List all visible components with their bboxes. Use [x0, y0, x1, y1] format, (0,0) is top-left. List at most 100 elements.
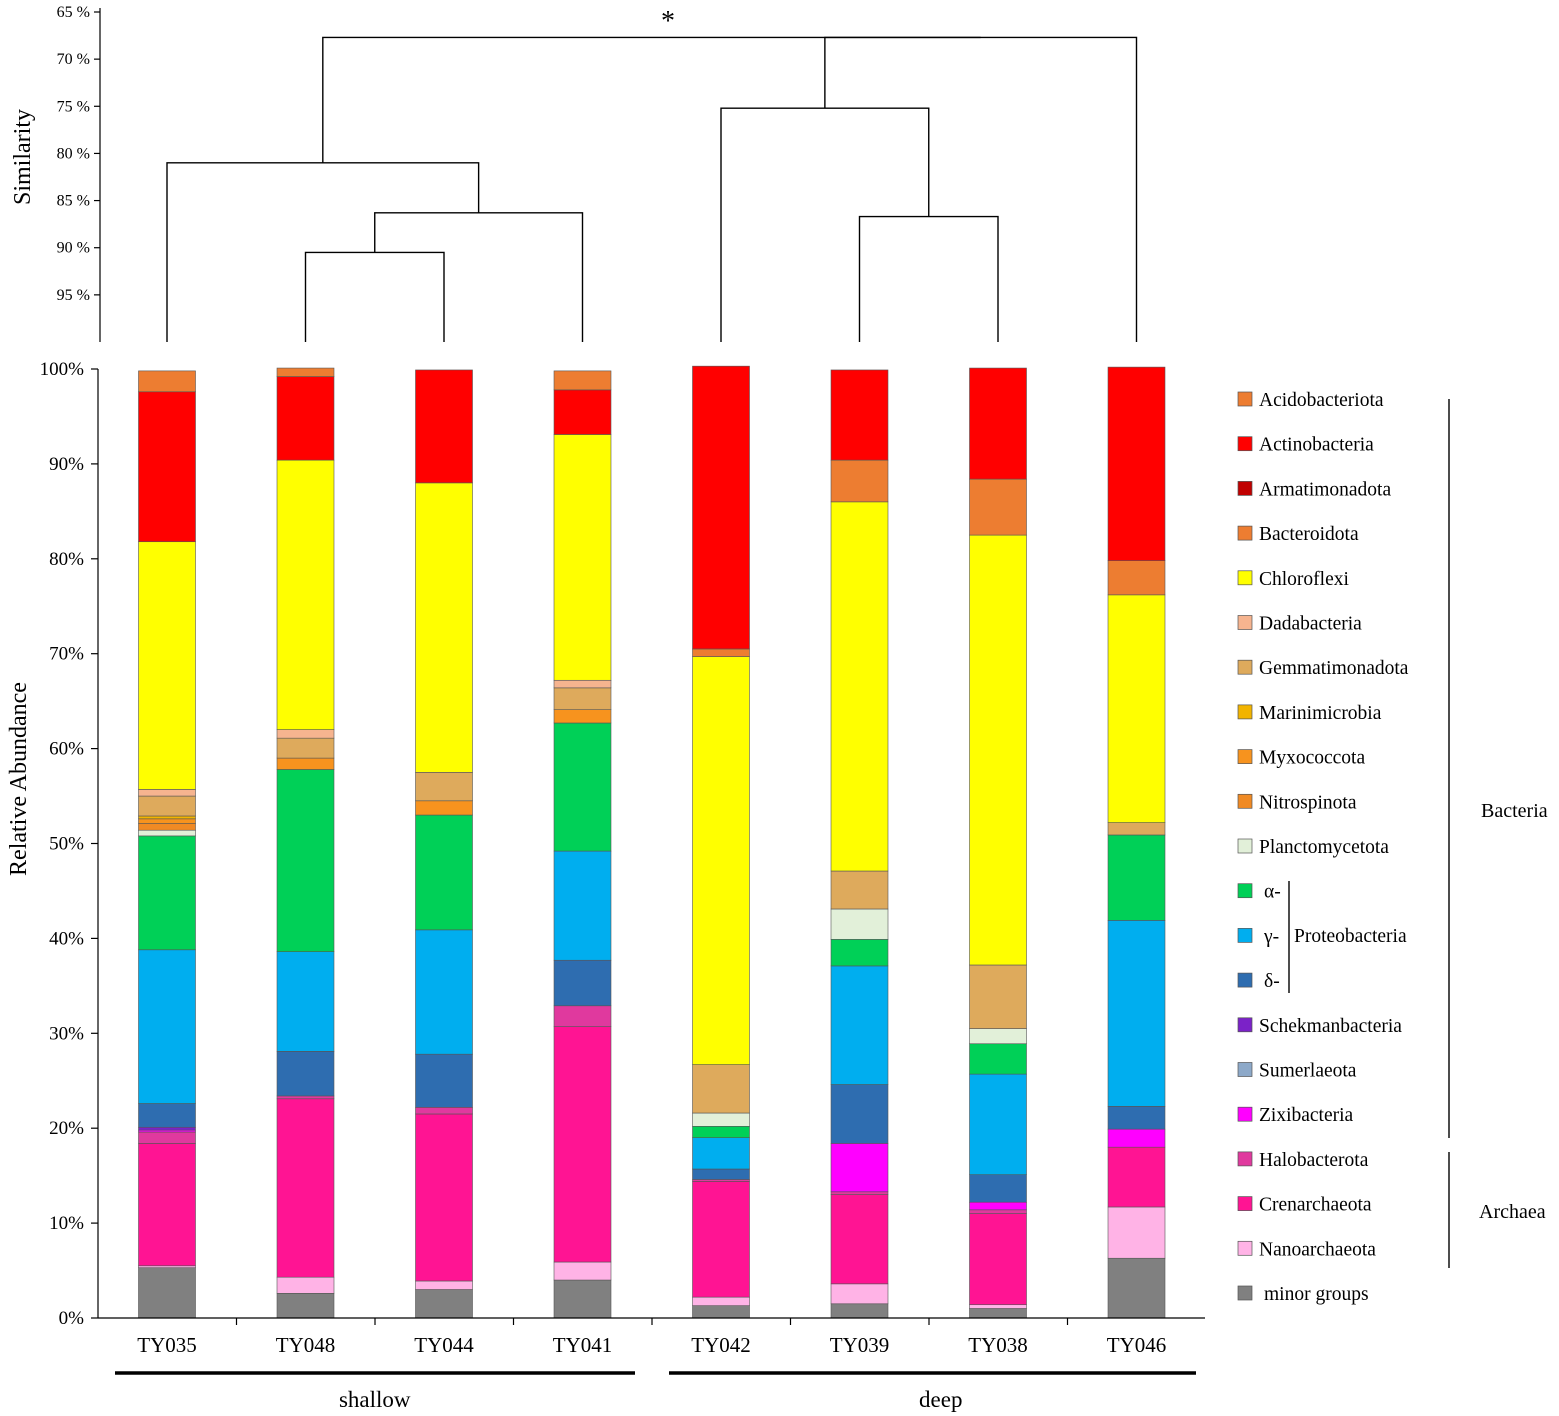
bar-segment-ty046-zixibacteria — [1107, 1128, 1166, 1148]
bar-segment-ty046-gamma — [1107, 920, 1166, 1107]
legend-swatch — [1237, 1240, 1253, 1256]
legend-item-minor-groups: minor groups — [1237, 1284, 1369, 1305]
bar-segment-ty048-myxococcota — [276, 757, 335, 770]
bar-segment-ty046-minor-groups — [1107, 1257, 1166, 1319]
y-tick-label: 70% — [49, 644, 84, 665]
y-tick-label: 50% — [49, 834, 84, 855]
legend-swatch — [1237, 481, 1253, 496]
bar-segment-ty046-bacteroidota — [1107, 560, 1166, 596]
bar-stack-ty046 — [1107, 366, 1166, 1319]
bar-segment-ty035-halobacterota — [138, 1131, 196, 1144]
bacteria-label: Bacteria — [1481, 800, 1548, 822]
bar-segment-ty039-crenarchaeota — [830, 1194, 889, 1285]
dendrogram-tick-label: 80 % — [57, 145, 90, 162]
bar-segment-ty042-gemmatimonadota — [692, 1064, 750, 1114]
legend-swatch — [1237, 1017, 1253, 1033]
bar-chart: Relative Abundance 0% 10% 20% 30% 40% 50% 60% 7… — [6, 359, 1205, 1412]
bar-segment-ty035-delta — [138, 1103, 196, 1128]
legend-label: α- — [1264, 882, 1281, 903]
bar-segment-ty042-minor-groups — [692, 1305, 750, 1319]
legend-label: δ- — [1264, 971, 1280, 992]
x-tick-label-ty041: TY041 — [553, 1333, 613, 1357]
legend-item-gemmatimonadota: Gemmatimonadota — [1237, 658, 1409, 679]
dendrogram-branch — [720, 107, 930, 342]
bar-segment-ty039-nanoarchaeota — [830, 1283, 889, 1305]
y-tick-label: 40% — [49, 928, 84, 949]
bar-segment-ty041-crenarchaeota — [553, 1026, 612, 1263]
bar-segment-ty035-nitrospinota — [138, 823, 196, 831]
legend-item-bacteroidota: Bacteroidota — [1237, 524, 1359, 545]
bar-segment-ty039-gamma — [830, 965, 889, 1085]
dendrogram-tick-label: 70 % — [57, 51, 90, 68]
bar-segment-ty035-chloroflexi — [138, 541, 196, 790]
y-tick-label: 100% — [40, 359, 85, 380]
dendrogram-tick-label: 90 % — [57, 240, 90, 257]
bar-segment-ty042-gamma — [692, 1137, 750, 1170]
x-tick-label-ty044: TY044 — [414, 1333, 474, 1357]
bar-segment-ty039-zixibacteria — [830, 1143, 889, 1193]
legend-label: minor groups — [1264, 1284, 1369, 1305]
dendrogram-branch — [322, 36, 981, 163]
bar-segment-ty035-dadabacteria — [138, 789, 196, 797]
bar-segment-ty038-zixibacteria — [969, 1201, 1027, 1211]
legend: Acidobacteriota Actinobacteria Armatimonad… — [1237, 390, 1548, 1305]
bar-segment-ty044-minor-groups — [415, 1289, 473, 1319]
bar-segment-ty042-alpha — [692, 1126, 750, 1138]
bar-segment-ty044-gemmatimonadota — [415, 772, 473, 802]
legend-label: γ- — [1263, 926, 1279, 947]
bar-segment-ty044-alpha — [415, 814, 473, 931]
bar-segment-ty048-dadabacteria — [276, 729, 335, 739]
legend-item-actinobacteria: Actinobacteria — [1237, 435, 1374, 456]
legend-label: Actinobacteria — [1259, 435, 1374, 456]
bar-segment-ty041-gamma — [553, 850, 612, 961]
bar-segment-ty048-chloroflexi — [276, 459, 335, 730]
bar-segment-ty035-crenarchaeota — [138, 1143, 196, 1267]
legend-item-sumerlaeota: Sumerlaeota — [1237, 1061, 1357, 1082]
legend-swatch — [1237, 1062, 1253, 1077]
bar-segment-ty041-myxococcota — [553, 709, 612, 724]
bar-stack-ty035 — [138, 370, 196, 1319]
legend-swatch — [1237, 704, 1253, 720]
bar-segment-ty039-bacteroidota — [830, 459, 889, 503]
legend-label: Halobacterota — [1259, 1150, 1369, 1171]
y-tick-label: 90% — [49, 454, 84, 475]
legend-item-halobacterota: Halobacterota — [1237, 1150, 1369, 1171]
bar-stack-ty039 — [830, 369, 889, 1319]
x-tick-label-ty046: TY046 — [1107, 1333, 1167, 1357]
bar-segment-ty042-planctomycetota — [692, 1112, 750, 1127]
bar-segment-ty035-alpha — [138, 835, 196, 951]
chart-ylabel: Relative Abundance — [6, 682, 32, 876]
bar-segment-ty041-delta — [553, 959, 612, 1007]
legend-item-zixibacteria: Zixibacteria — [1237, 1105, 1354, 1126]
bar-segment-ty042-crenarchaeota — [692, 1181, 750, 1298]
bar-stack-ty038 — [969, 367, 1027, 1319]
bar-segment-ty041-actinobacteria — [553, 389, 612, 435]
legend-swatch — [1237, 615, 1253, 630]
legend-label: Planctomycetota — [1259, 837, 1389, 858]
group-label-shallow: shallow — [339, 1387, 411, 1412]
legend-item-delta: δ- — [1237, 971, 1280, 992]
bar-segment-ty035-myxococcota — [138, 818, 196, 824]
bar-segment-ty046-delta — [1107, 1106, 1166, 1130]
dendrogram-tick-label: 65 % — [57, 4, 90, 21]
bar-segment-ty044-gamma — [415, 929, 473, 1055]
dendrogram-branches — [166, 36, 1138, 342]
bar-segment-ty035-gamma — [138, 949, 196, 1104]
bar-segment-ty048-actinobacteria — [276, 376, 335, 461]
bar-segment-ty046-chloroflexi — [1107, 594, 1166, 823]
legend-swatch — [1237, 1196, 1253, 1211]
legend-swatch — [1237, 928, 1253, 943]
legend-item-marinimicrobia: Marinimicrobia — [1237, 703, 1382, 724]
y-tick-label: 80% — [49, 549, 84, 570]
bar-segment-ty035-gemmatimonadota — [138, 795, 196, 817]
dendrogram-branch — [374, 212, 584, 342]
bar-segment-ty038-chloroflexi — [969, 534, 1027, 966]
proteobacteria-label: Proteobacteria — [1294, 926, 1407, 947]
legend-item-crenarchaeota: Crenarchaeota — [1237, 1195, 1372, 1216]
bar-segment-ty046-crenarchaeota — [1107, 1146, 1166, 1208]
legend-label: Sumerlaeota — [1259, 1061, 1357, 1082]
dendrogram-tick-label: 95 % — [57, 287, 90, 304]
legend-label: Dadabacteria — [1259, 614, 1362, 635]
bar-segment-ty038-crenarchaeota — [969, 1213, 1027, 1306]
bar-segment-ty038-gemmatimonadota — [969, 964, 1027, 1029]
